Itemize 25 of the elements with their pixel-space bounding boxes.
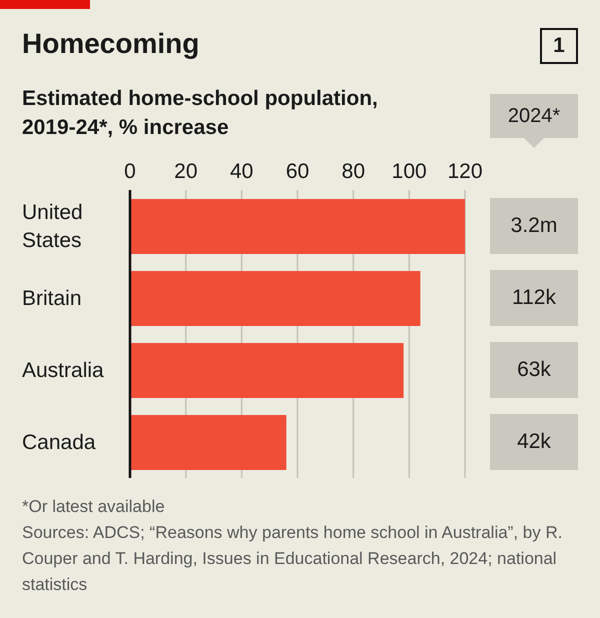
y-tick-label: United States <box>22 201 83 252</box>
bar <box>130 415 286 470</box>
x-tick-label: 20 <box>174 160 198 183</box>
chart-title: Homecoming <box>22 28 200 60</box>
x-tick-label: 60 <box>286 160 310 183</box>
chart-subtitle: Estimated home-school population, 2019-24*, % increase <box>22 86 379 141</box>
bar <box>130 199 465 254</box>
text: *Or latest available <box>22 496 166 518</box>
x-tick-label: 0 <box>124 160 136 183</box>
text: 3.2m <box>490 198 578 254</box>
x-tick-label: 120 <box>447 160 483 183</box>
x-tick-label: 40 <box>230 160 254 183</box>
source-note: Sources: ADCS; “Reasons why parents home school in Australia”, by R. Couper and T. Harding, Issues in Educational Research, 2024; national statistics <box>22 522 564 596</box>
x-tick-label: 80 <box>342 160 366 183</box>
text: 112k <box>490 270 578 326</box>
y-tick-label: Australia <box>22 359 104 382</box>
y-tick-label: Canada <box>22 431 96 454</box>
text: 63k <box>490 342 578 398</box>
text: 1 <box>540 28 578 64</box>
bar <box>130 343 404 398</box>
bar <box>130 271 420 326</box>
text: 2024* <box>490 94 578 138</box>
y-tick-label: Britain <box>22 287 82 310</box>
text: 42k <box>490 414 578 470</box>
x-tick-label: 100 <box>392 160 427 183</box>
